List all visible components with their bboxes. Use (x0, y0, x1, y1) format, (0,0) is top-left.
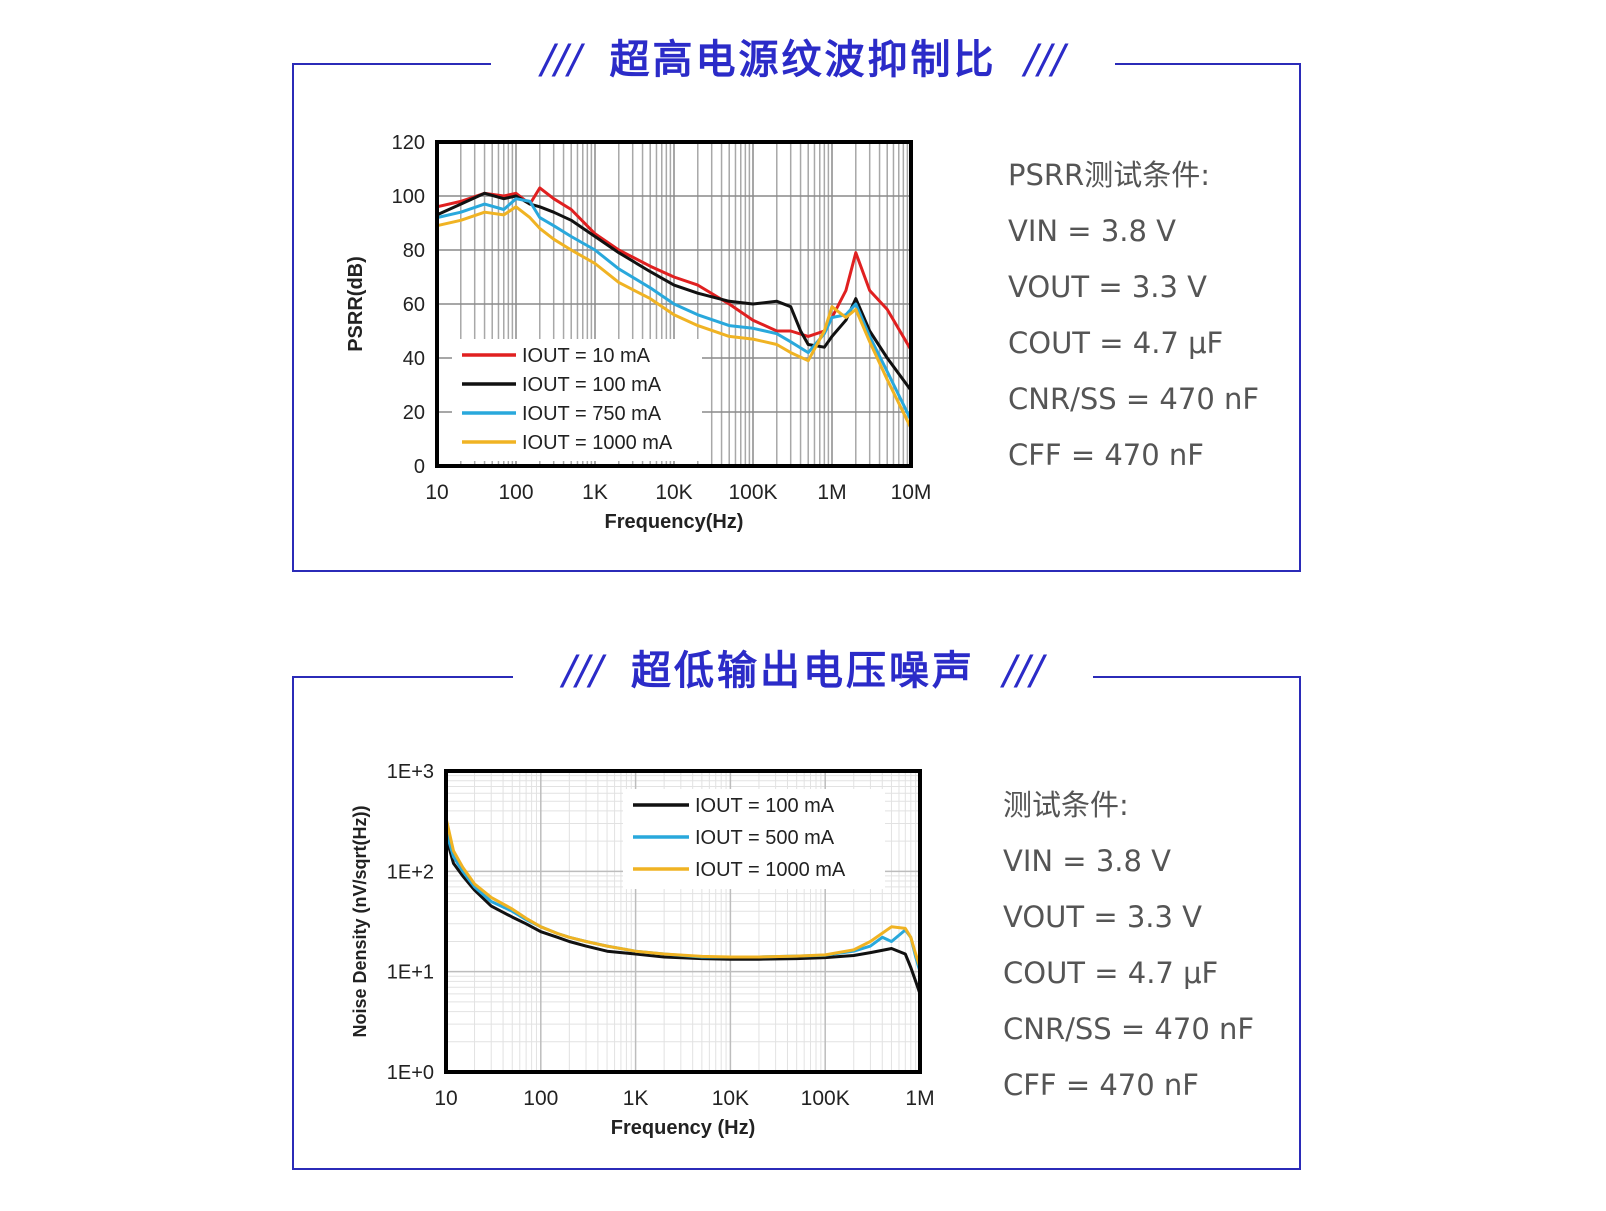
condition-heading: 测试条件: (1003, 788, 1129, 822)
psrr-legend-label: IOUT = 100 mA (522, 374, 662, 396)
psrr-x-tick-label: 1K (582, 481, 608, 504)
psrr-legend-label: IOUT = 750 mA (522, 403, 662, 425)
psrr-x-axis-title: Frequency(Hz) (605, 511, 744, 533)
condition-vout: VOUT = 3.3 V (1008, 270, 1208, 304)
psrr-legend-label: IOUT = 10 mA (522, 345, 651, 367)
condition-heading: PSRR测试条件: (1008, 158, 1210, 192)
noise-x-tick-label: 100K (801, 1087, 850, 1110)
psrr-x-tick-label: 100K (728, 481, 777, 504)
psrr-legend: IOUT = 10 mA IOUT = 100 mA IOUT = 750 mA IO… (452, 339, 702, 461)
psrr-x-tick-label: 10K (655, 481, 692, 504)
condition-cnr-ss: CNR/SS = 470 nF (1003, 1012, 1255, 1046)
psrr-series-line-0 (436, 186, 913, 351)
noise-x-tick-label: 1M (905, 1087, 934, 1110)
psrr-x-tick-label: 1M (817, 481, 846, 504)
psrr-y-axis-title: PSRR(dB) (345, 256, 367, 352)
noise-y-tick-label: 1E+0 (387, 1062, 434, 1084)
noise-legend-label: IOUT = 100 mA (695, 795, 835, 817)
condition-vin: VIN = 3.8 V (1008, 214, 1176, 248)
noise-x-axis-title: Frequency (Hz) (611, 1117, 755, 1139)
psrr-legend-label: IOUT = 1000 mA (522, 432, 673, 454)
condition-cnr-ss: CNR/SS = 470 nF (1008, 382, 1260, 416)
psrr-y-tick-label: 100 (392, 186, 425, 208)
psrr-y-tick-label: 20 (403, 402, 425, 424)
psrr-x-tick-label: 100 (498, 481, 533, 504)
psrr-y-tick-label: 120 (392, 132, 425, 154)
noise-y-tick-label: 1E+3 (387, 761, 434, 783)
condition-vout: VOUT = 3.3 V (1003, 900, 1203, 934)
condition-cout: COUT = 4.7 μF (1003, 956, 1219, 990)
noise-legend: IOUT = 100 mA IOUT = 500 mA IOUT = 1000 mA (623, 789, 885, 889)
noise-y-tick-label: 1E+2 (387, 861, 434, 883)
noise-x-tick-label: 100 (523, 1087, 558, 1110)
psrr-test-conditions: PSRR测试条件: VIN = 3.8 V VOUT = 3.3 V COUT … (1008, 147, 1259, 483)
noise-y-tick-label: 1E+1 (387, 962, 434, 984)
psrr-y-tick-label: 60 (403, 294, 425, 316)
psrr-series-line-3 (436, 205, 913, 429)
noise-x-tick-label: 10K (712, 1087, 749, 1110)
psrr-plot-frame (435, 140, 913, 468)
psrr-x-tick-label: 10 (425, 481, 448, 504)
noise-series-line-0 (444, 836, 922, 995)
noise-legend-label: IOUT = 500 mA (695, 827, 835, 849)
condition-vin: VIN = 3.8 V (1003, 844, 1171, 878)
psrr-y-tick-label: 80 (403, 240, 425, 262)
psrr-y-tick-label: 0 (414, 456, 425, 478)
noise-x-tick-label: 10 (434, 1087, 457, 1110)
psrr-x-tick-label: 10M (891, 481, 932, 504)
noise-x-tick-label: 1K (623, 1087, 649, 1110)
condition-cff: CFF = 470 nF (1003, 1068, 1199, 1102)
noise-y-axis-title: Noise Density (nV/sqrt(Hz)) (350, 805, 370, 1037)
noise-plot-frame (444, 769, 922, 1074)
noise-test-conditions: 测试条件: VIN = 3.8 V VOUT = 3.3 V COUT = 4.… (1003, 777, 1254, 1113)
noise-series-line-2 (444, 817, 922, 968)
psrr-y-tick-label: 40 (403, 348, 425, 370)
noise-legend-label: IOUT = 1000 mA (695, 859, 846, 881)
condition-cout: COUT = 4.7 μF (1008, 326, 1224, 360)
condition-cff: CFF = 470 nF (1008, 438, 1204, 472)
